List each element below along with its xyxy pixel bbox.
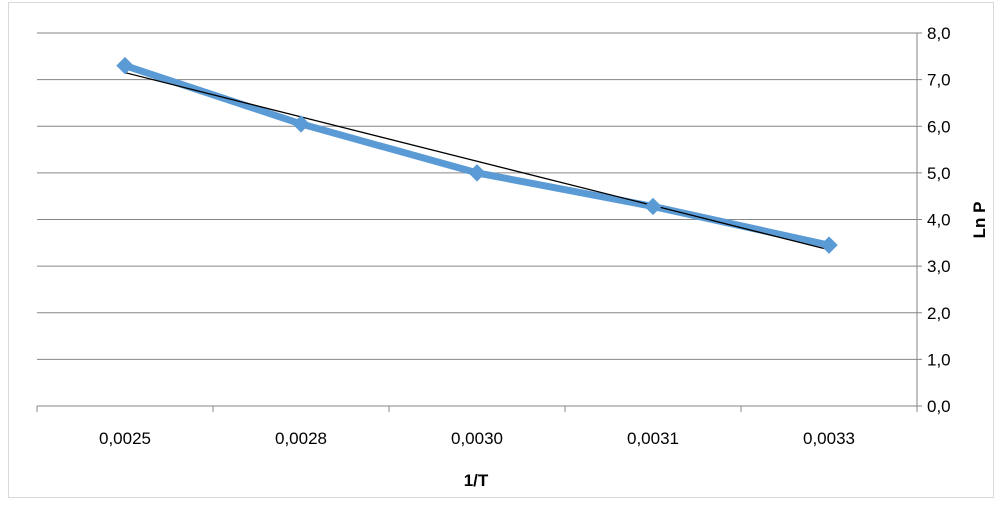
- x-tick-label: 0,0028: [275, 429, 327, 448]
- y-tick-label: 1,0: [927, 350, 951, 369]
- data-point: [468, 164, 486, 182]
- y-tick-label: 3,0: [927, 257, 951, 276]
- x-tick-label: 0,0031: [627, 429, 679, 448]
- axes: [36, 32, 922, 412]
- y-tick-labels: 0,0 1,0 2,0 3,0 4,0 5,0 6,0 7,0 8,0: [927, 24, 951, 416]
- y-tick-label: 8,0: [927, 24, 951, 43]
- y-tick-label: 2,0: [927, 304, 951, 323]
- x-axis-title: 1/T: [464, 471, 489, 490]
- x-tick-label: 0,0030: [451, 429, 503, 448]
- data-point: [116, 56, 134, 75]
- series-path: [121, 62, 833, 249]
- data-point: [820, 236, 838, 254]
- y-tick-label: 6,0: [927, 117, 951, 136]
- trendline-path: [124, 72, 830, 251]
- x-tick-labels: 0,0025 0,0028 0,0030 0,0031 0,0033: [99, 429, 855, 448]
- y-tick-label: 5,0: [927, 164, 951, 183]
- y-axis-title: Ln P: [970, 202, 989, 239]
- y-tick-label: 4,0: [927, 211, 951, 230]
- x-tick-label: 0,0033: [803, 429, 855, 448]
- x-tick-label: 0,0025: [99, 429, 151, 448]
- data-point: [644, 197, 662, 216]
- y-tick-label: 7,0: [927, 71, 951, 90]
- data-point: [292, 115, 310, 133]
- series-line: [121, 62, 833, 249]
- data-markers: [116, 56, 838, 254]
- trendline: [124, 72, 830, 251]
- y-tick-label: 0,0: [927, 397, 951, 416]
